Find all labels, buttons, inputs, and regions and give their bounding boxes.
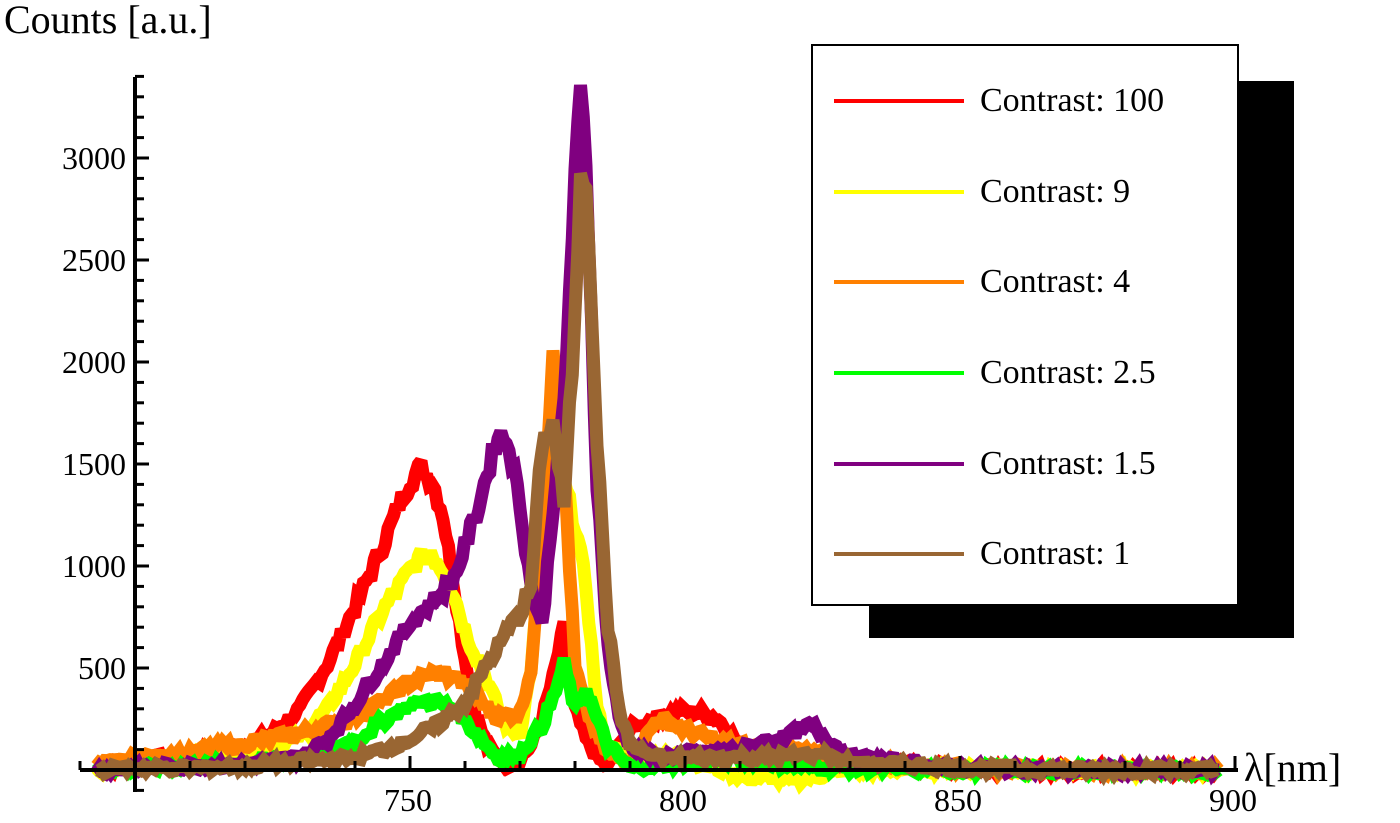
x-tick-label: 800: [659, 782, 707, 818]
y-tick-label: 2500: [62, 242, 126, 278]
x-tick-label: 850: [934, 782, 982, 818]
y-tick-label: 1500: [62, 446, 126, 482]
y-tick-label: 500: [78, 650, 126, 686]
legend-swatch: [834, 99, 964, 103]
legend-label: Contrast: 9: [980, 173, 1131, 210]
y-tick-label: 2000: [62, 344, 126, 380]
legend-item: Contrast: 2.5: [813, 353, 1156, 393]
legend-swatch: [834, 280, 964, 284]
y-axis-title: Counts [a.u.]: [4, 0, 212, 42]
series-layer: [91, 84, 1224, 795]
legend-item: Contrast: 1: [813, 534, 1130, 574]
legend-swatch: [834, 190, 964, 194]
legend-item: Contrast: 4: [813, 262, 1130, 302]
legend-label: Contrast: 4: [980, 263, 1131, 300]
legend-swatch: [834, 462, 964, 466]
y-tick-label: 3000: [62, 140, 126, 176]
legend-item: Contrast: 9: [813, 172, 1130, 212]
legend-label: Contrast: 100: [980, 82, 1165, 119]
legend-item: Contrast: 1.5: [813, 444, 1156, 484]
y-tick-label: 1000: [62, 548, 126, 584]
legend-swatch: [834, 371, 964, 375]
legend-label: Contrast: 1.5: [980, 445, 1156, 482]
legend-label: Contrast: 1: [980, 535, 1131, 572]
x-tick-label: 900: [1209, 782, 1257, 818]
x-tick-label: 750: [384, 782, 432, 818]
legend-item: Contrast: 100: [813, 81, 1164, 121]
x-axis-title: λ[nm]: [1244, 745, 1342, 790]
legend-label: Contrast: 2.5: [980, 354, 1156, 391]
axes: [78, 74, 1238, 792]
legend-swatch: [834, 552, 964, 556]
legend: Contrast: 100 Contrast: 9 Contrast: 4 Co…: [811, 44, 1239, 606]
